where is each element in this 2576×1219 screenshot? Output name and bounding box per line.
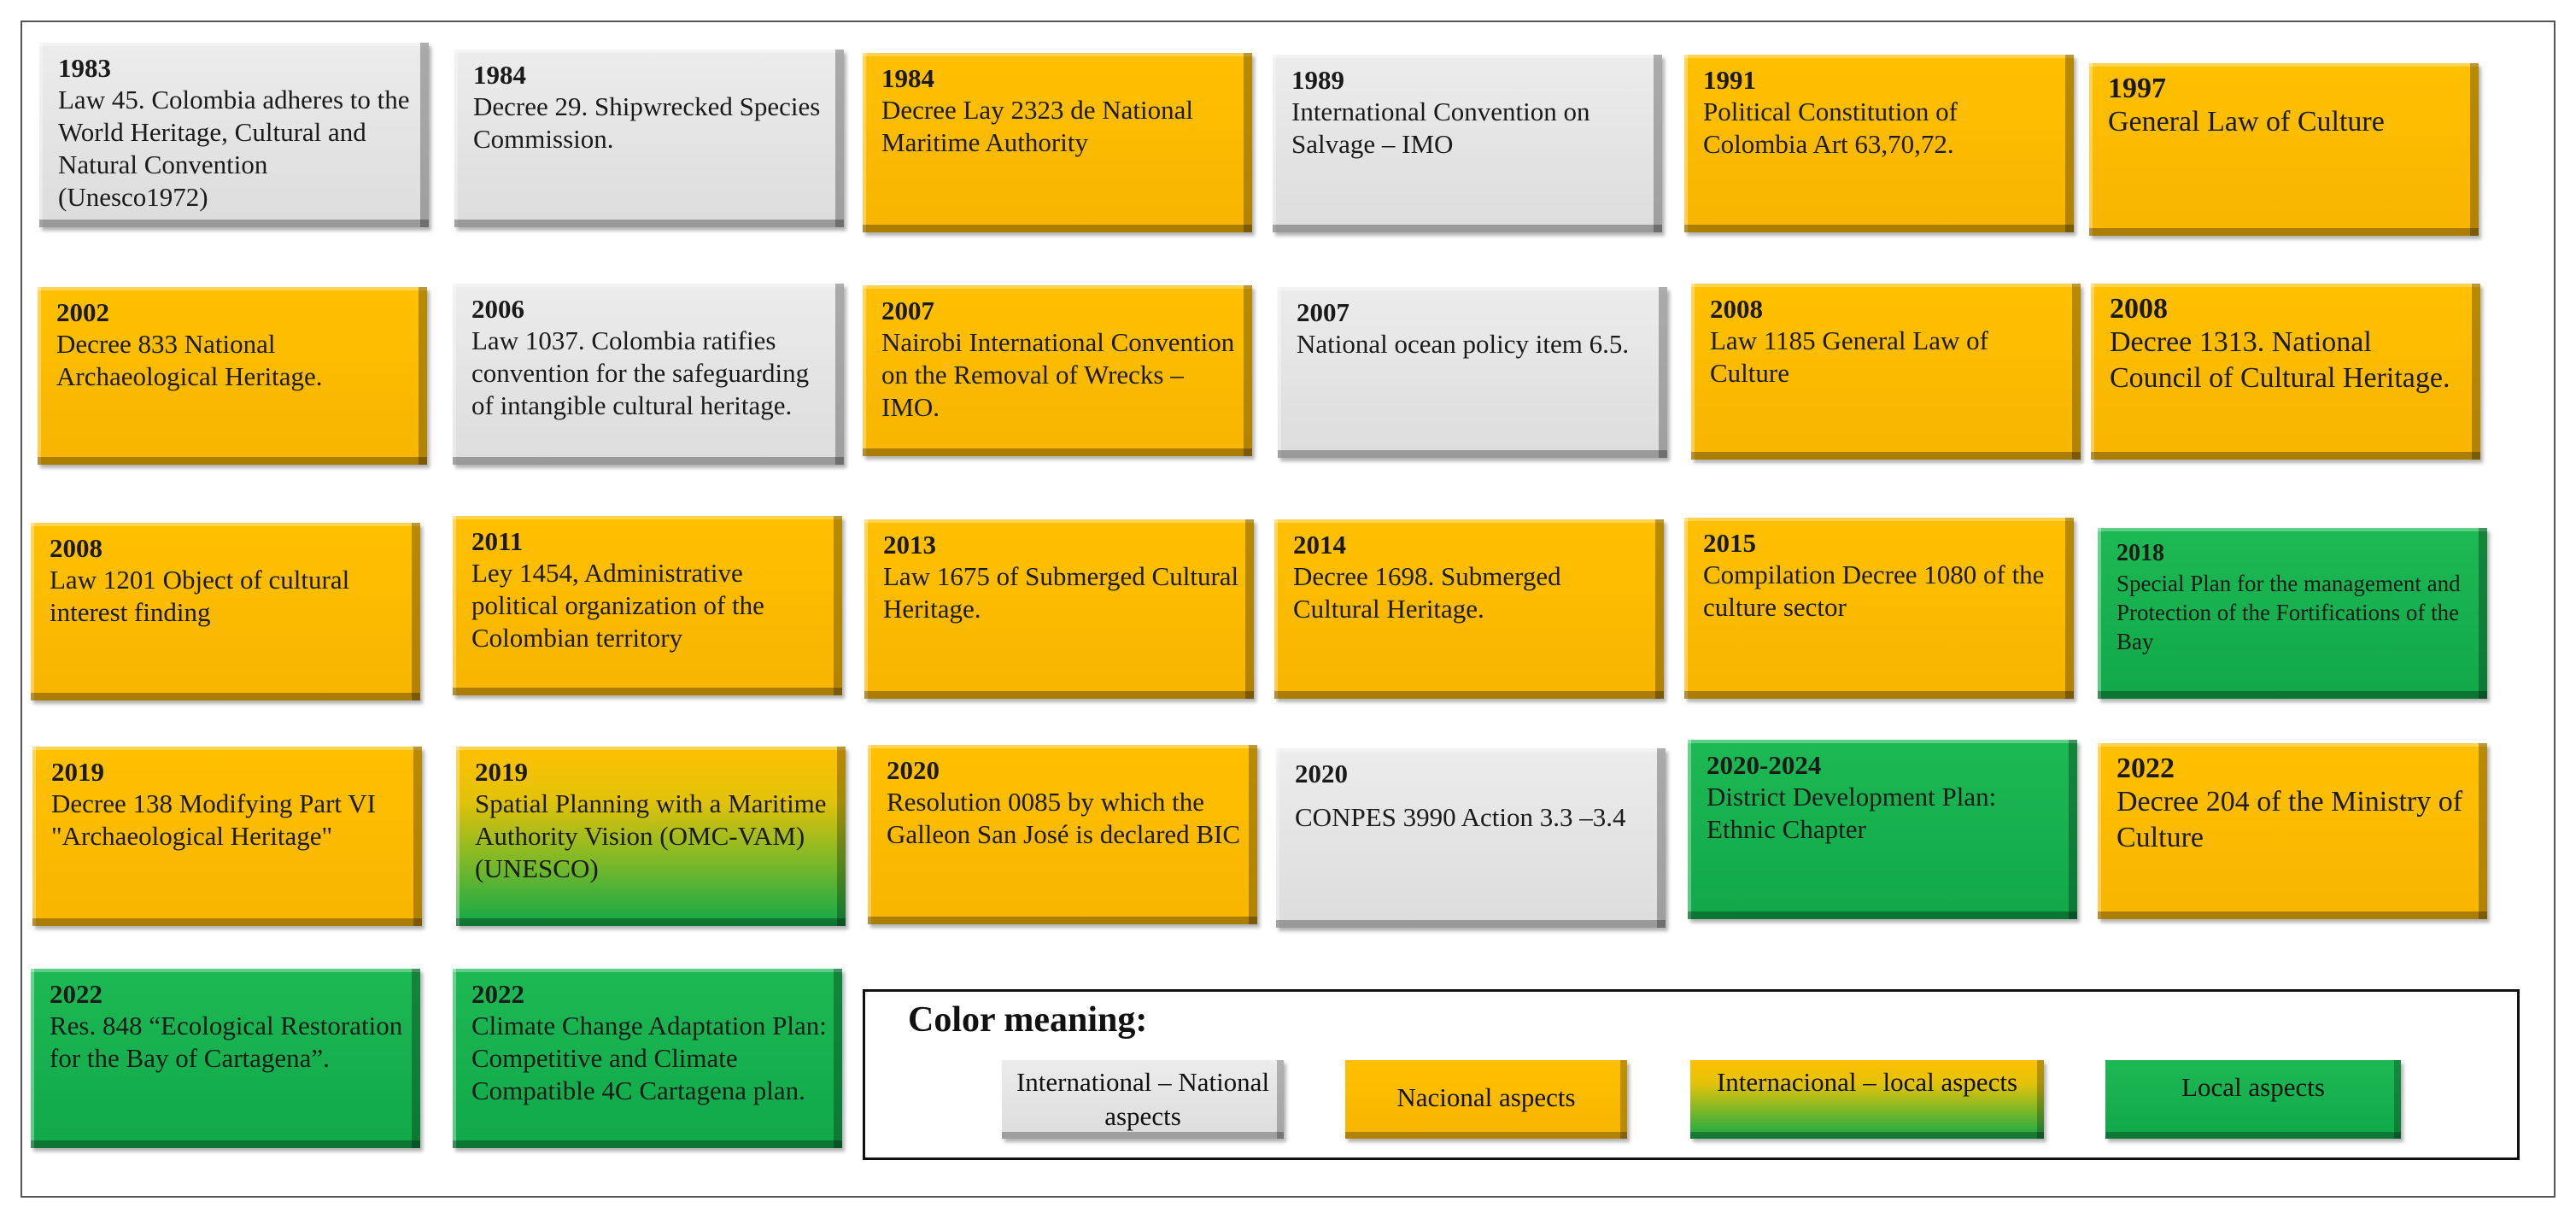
card-text: District Development Plan: Ethnic Chapte… bbox=[1707, 782, 1997, 844]
legend-label: Local aspects bbox=[2181, 1072, 2325, 1102]
card-text: CONPES 3990 Action 3.3 –3.4 bbox=[1295, 802, 1626, 832]
legend-title: Color meaning: bbox=[908, 1000, 1148, 1040]
card-text: Special Plan for the management and Prot… bbox=[2116, 571, 2461, 654]
color-legend: Color meaning: International – National … bbox=[863, 989, 2520, 1160]
card-text: Climate Change Adaptation Plan: Competit… bbox=[471, 1011, 827, 1105]
card-text: Decree Lay 2323 de National Maritime Aut… bbox=[881, 95, 1193, 157]
card-2015: 2015 Compilation Decree 1080 of the cult… bbox=[1684, 518, 2074, 699]
card-1997: 1997 General Law of Culture bbox=[2089, 63, 2479, 236]
card-year: 2022 bbox=[2116, 753, 2175, 784]
card-text: Ley 1454, Administrative political organ… bbox=[471, 558, 764, 653]
card-2008-law1201: 2008 Law 1201 Object of cultural interes… bbox=[31, 523, 420, 700]
card-2007-ocean-policy: 2007 National ocean policy item 6.5. bbox=[1278, 287, 1667, 458]
card-year: 1989 bbox=[1291, 65, 1344, 95]
card-2011: 2011 Ley 1454, Administrative political … bbox=[453, 516, 842, 695]
card-text: Compilation Decree 1080 of the culture s… bbox=[1703, 560, 2045, 622]
legend-label: International – National aspects bbox=[1016, 1067, 1270, 1131]
card-text: Law 1675 of Submerged Cultural Heritage. bbox=[883, 561, 1239, 624]
card-2020-resolution0085: 2020 Resolution 0085 by which the Galleo… bbox=[868, 745, 1257, 924]
card-2002: 2002 Decree 833 National Archaeological … bbox=[38, 287, 427, 465]
card-text: Law 45. Colombia adheres to the World He… bbox=[58, 85, 410, 212]
card-text: International Convention on Salvage – IM… bbox=[1291, 97, 1590, 159]
card-1984-decree29: 1984 Decree 29. Shipwrecked Species Comm… bbox=[454, 50, 844, 227]
card-year: 2013 bbox=[883, 530, 936, 560]
card-text: Nairobi International Convention on the … bbox=[881, 327, 1235, 422]
card-text: Decree 204 of the Ministry of Culture bbox=[2116, 786, 2463, 853]
card-2007-nairobi: 2007 Nairobi International Convention on… bbox=[863, 285, 1252, 456]
card-year: 2007 bbox=[881, 296, 934, 325]
card-text: Political Constitution of Colombia Art 6… bbox=[1703, 97, 1958, 159]
legend-item-international-national: International – National aspects bbox=[1002, 1060, 1284, 1139]
card-1983: 1983 Law 45. Colombia adheres to the Wor… bbox=[39, 43, 429, 227]
card-2019-spatial-planning: 2019 Spatial Planning with a Maritime Au… bbox=[456, 747, 846, 926]
card-2006: 2006 Law 1037. Colombia ratifies convent… bbox=[453, 284, 844, 465]
card-text: Res. 848 “Ecological Restoration for the… bbox=[50, 1011, 403, 1073]
card-2022-climate-plan: 2022 Climate Change Adaptation Plan: Com… bbox=[453, 969, 842, 1148]
card-text: Law 1201 Object of cultural interest fin… bbox=[50, 565, 350, 627]
card-year: 2019 bbox=[475, 757, 528, 787]
card-year: 1984 bbox=[881, 63, 934, 93]
card-year: 2018 bbox=[2116, 540, 2164, 566]
card-year: 2020 bbox=[887, 755, 940, 785]
card-year: 2019 bbox=[51, 757, 104, 787]
card-2008-decree1313: 2008 Decree 1313. National Council of Cu… bbox=[2091, 284, 2480, 460]
diagram-frame: 1983 Law 45. Colombia adheres to the Wor… bbox=[20, 21, 2556, 1198]
card-text: Decree 1698. Submerged Cultural Heritage… bbox=[1293, 561, 1561, 624]
card-year: 2008 bbox=[50, 533, 102, 563]
card-2018: 2018 Special Plan for the management and… bbox=[2098, 528, 2487, 699]
card-text: Resolution 0085 by which the Galleon San… bbox=[887, 787, 1241, 849]
card-2019-decree138: 2019 Decree 138 Modifying Part VI "Archa… bbox=[32, 747, 422, 926]
card-text: National ocean policy item 6.5. bbox=[1297, 329, 1630, 359]
card-year: 2007 bbox=[1297, 297, 1349, 327]
card-2022-res848: 2022 Res. 848 “Ecological Restoration fo… bbox=[31, 969, 420, 1148]
card-text: Law 1185 General Law of Culture bbox=[1710, 325, 1988, 388]
card-2020-2024: 2020-2024 District Development Plan: Eth… bbox=[1688, 740, 2077, 919]
card-year: 1984 bbox=[473, 60, 526, 90]
card-year: 2014 bbox=[1293, 530, 1346, 560]
card-year: 1983 bbox=[58, 53, 111, 83]
card-2022-decree204: 2022 Decree 204 of the Ministry of Cultu… bbox=[2098, 743, 2487, 919]
card-year: 2006 bbox=[471, 294, 524, 324]
card-text: Law 1037. Colombia ratifies convention f… bbox=[471, 325, 810, 420]
card-2013: 2013 Law 1675 of Submerged Cultural Heri… bbox=[864, 519, 1254, 699]
card-year: 2015 bbox=[1703, 528, 1756, 558]
card-year: 2020-2024 bbox=[1707, 750, 1822, 780]
card-text: Decree 138 Modifying Part VI "Archaeolog… bbox=[51, 788, 376, 851]
card-year: 1991 bbox=[1703, 65, 1756, 95]
legend-label: Nacional aspects bbox=[1396, 1082, 1576, 1112]
card-year: 1997 bbox=[2108, 73, 2166, 104]
legend-item-international-local: Internacional – local aspects bbox=[1690, 1060, 2044, 1139]
card-year: 2011 bbox=[471, 526, 524, 556]
card-2008-law1185: 2008 Law 1185 General Law of Culture bbox=[1691, 284, 2081, 460]
card-text: Decree 1313. National Council of Cultura… bbox=[2110, 326, 2450, 394]
card-1989: 1989 International Convention on Salvage… bbox=[1273, 55, 1662, 232]
legend-item-local: Local aspects bbox=[2105, 1060, 2401, 1139]
card-text: Spatial Planning with a Maritime Authori… bbox=[475, 788, 827, 883]
card-1991: 1991 Political Constitution of Colombia … bbox=[1684, 55, 2074, 232]
card-text: Decree 29. Shipwrecked Species Commissio… bbox=[473, 91, 821, 154]
card-2014: 2014 Decree 1698. Submerged Cultural Her… bbox=[1274, 519, 1664, 699]
card-1984-decree2323: 1984 Decree Lay 2323 de National Maritim… bbox=[863, 53, 1252, 232]
card-2020-conpes: 2020 CONPES 3990 Action 3.3 –3.4 bbox=[1276, 748, 1666, 928]
card-year: 2008 bbox=[2110, 293, 2168, 325]
card-text: General Law of Culture bbox=[2108, 106, 2385, 138]
card-text: Decree 833 National Archaeological Herit… bbox=[56, 329, 323, 391]
card-year: 2002 bbox=[56, 297, 109, 327]
legend-item-national: Nacional aspects bbox=[1345, 1060, 1627, 1139]
legend-label: Internacional – local aspects bbox=[1716, 1067, 2018, 1097]
card-year: 2022 bbox=[50, 979, 102, 1009]
card-year: 2020 bbox=[1295, 759, 1348, 788]
card-year: 2022 bbox=[471, 979, 524, 1009]
card-year: 2008 bbox=[1710, 294, 1763, 324]
